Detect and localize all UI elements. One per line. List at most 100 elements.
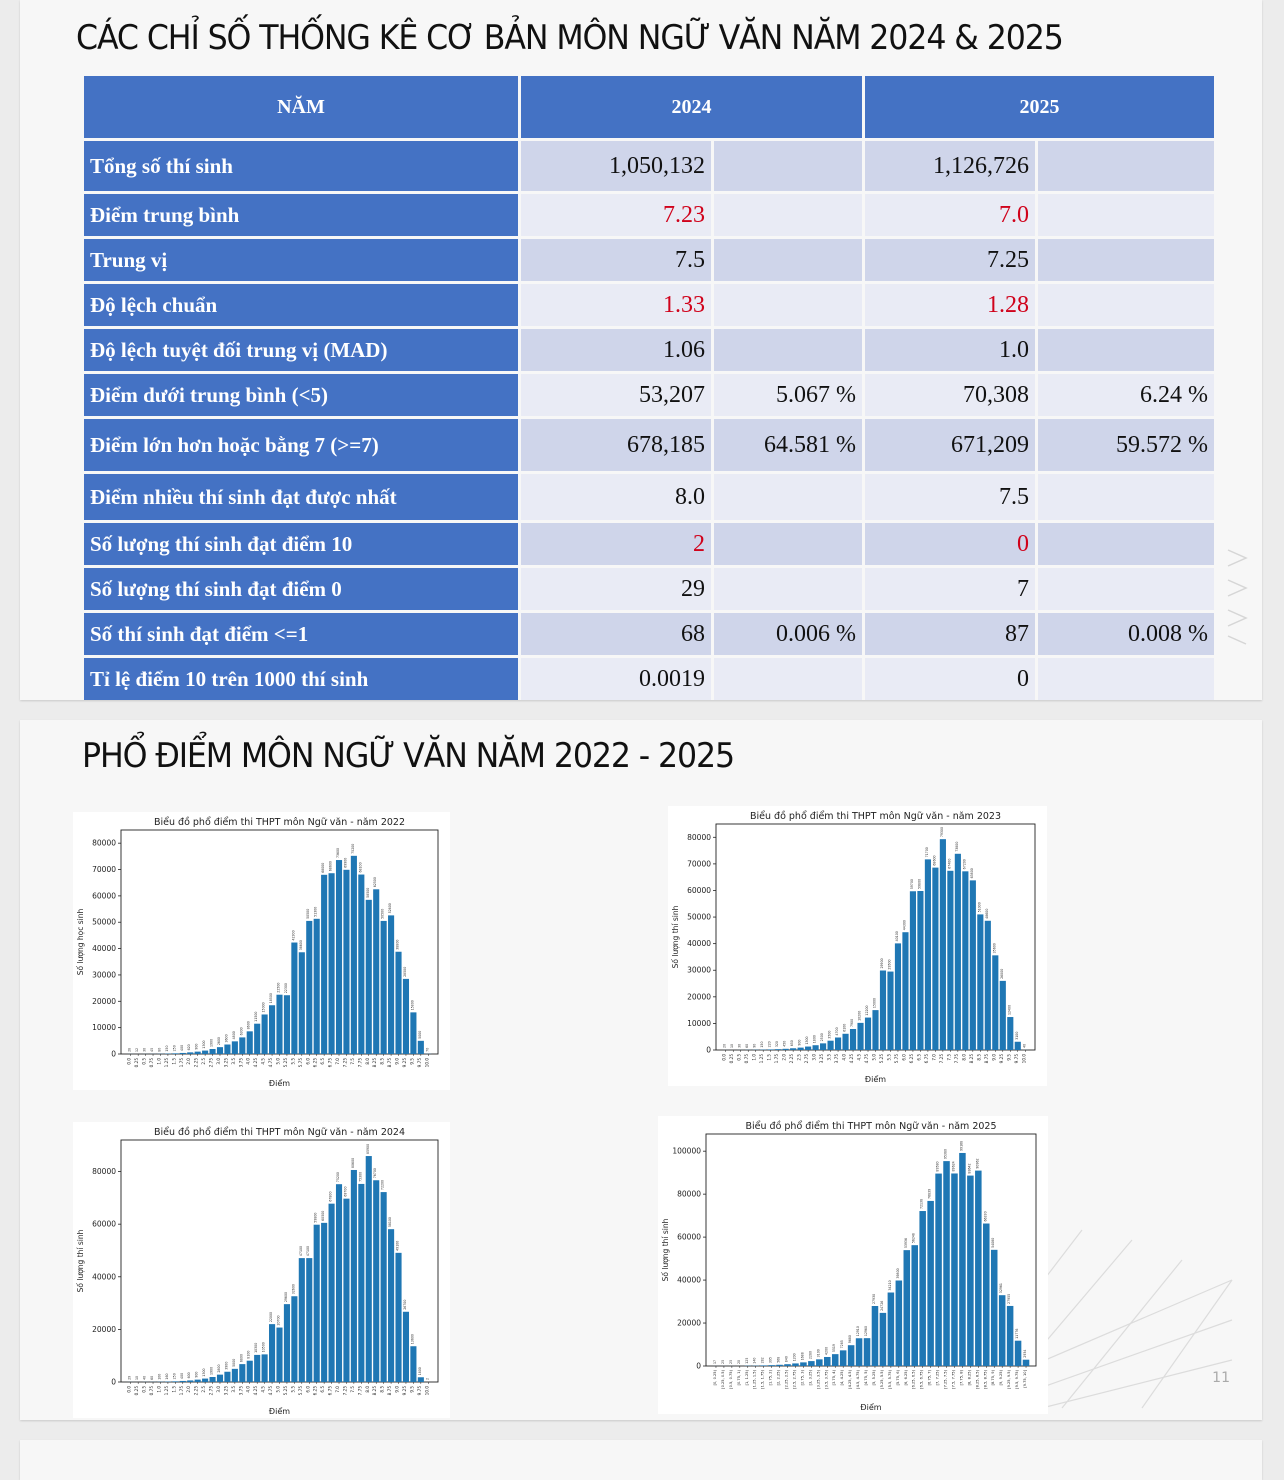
bar bbox=[842, 1034, 848, 1050]
x-tick-label: 3.5 bbox=[827, 1054, 832, 1061]
bar-value-label: 79300 bbox=[940, 827, 944, 837]
bar-value-label: 27955 bbox=[1007, 1294, 1011, 1304]
bar bbox=[224, 1372, 230, 1382]
bar bbox=[373, 889, 379, 1054]
bar-value-label: 59800 bbox=[314, 1213, 318, 1223]
bar-value-label: 1800 bbox=[813, 1035, 817, 1043]
bar bbox=[919, 1211, 926, 1366]
bar bbox=[284, 995, 290, 1054]
bar-value-label: 66330 bbox=[983, 1211, 987, 1221]
bar-value-label: 72138 bbox=[920, 1199, 924, 1209]
bar-value-label: 22000 bbox=[269, 1312, 273, 1322]
percent-2025 bbox=[1038, 523, 1214, 565]
x-tick-label: 8.5 bbox=[380, 1386, 385, 1393]
percent-2024: 5.067 % bbox=[714, 374, 862, 416]
bar bbox=[1015, 1341, 1022, 1366]
bar-value-label: 4200 bbox=[824, 1347, 828, 1355]
bar-value-label: 40100 bbox=[895, 931, 899, 941]
x-tick-label: [7, 7.25) bbox=[936, 1369, 940, 1385]
x-tick-label: 8.75 bbox=[387, 1386, 392, 1396]
slide-next bbox=[20, 1440, 1262, 1480]
y-axis-label: Số lượng thí sinh bbox=[76, 1229, 85, 1292]
bar bbox=[180, 1381, 186, 1382]
bar-value-label: 9680 bbox=[848, 1335, 852, 1343]
x-tick-label: [2, 2.25) bbox=[777, 1369, 781, 1385]
bar-value-label: 89580 bbox=[936, 1161, 940, 1171]
x-tick-label: 6.25 bbox=[313, 1386, 318, 1396]
value-2024: 68 bbox=[521, 613, 711, 655]
bar bbox=[239, 1037, 245, 1054]
bar-value-label: 30 bbox=[738, 1044, 742, 1048]
bar-value-label: 8100 bbox=[247, 1351, 251, 1359]
value-2025: 1,126,726 bbox=[865, 141, 1035, 191]
x-tick-label: 5.0 bbox=[872, 1054, 877, 1061]
bar-value-label: 27930 bbox=[872, 1294, 876, 1304]
bar-value-label: 400 bbox=[180, 1045, 184, 1051]
bar bbox=[911, 1245, 918, 1366]
x-tick-label: 2.75 bbox=[804, 1054, 809, 1064]
x-tick-label: 10.0 bbox=[424, 1386, 429, 1396]
x-tick-label: 3.25 bbox=[819, 1054, 824, 1064]
bar bbox=[790, 1048, 796, 1050]
bar-value-label: 5000 bbox=[418, 1031, 422, 1039]
x-tick-label: [4.5, 4.75) bbox=[856, 1369, 860, 1388]
slide-title: CÁC CHỈ SỐ THỐNG KÊ CƠ BẢN MÔN NGỮ VĂN N… bbox=[76, 18, 1063, 58]
x-tick-label: [6, 6.25) bbox=[904, 1369, 908, 1385]
bar bbox=[800, 1362, 807, 1366]
bar-value-label: 8600 bbox=[247, 1021, 251, 1029]
value-2025: 7.25 bbox=[865, 239, 1035, 281]
row-label: Tổng số thí sinh bbox=[84, 141, 518, 191]
x-tick-label: 7.75 bbox=[954, 1054, 959, 1064]
bar bbox=[857, 1023, 863, 1050]
x-tick-label: 9.0 bbox=[395, 1386, 400, 1393]
x-tick-label: [0.5, 0.75) bbox=[729, 1369, 733, 1388]
bar-value-label: 17 bbox=[713, 1360, 717, 1364]
x-tick-label: 2.75 bbox=[209, 1058, 214, 1068]
bar-value-label: 68100 bbox=[358, 862, 362, 872]
x-tick-label: 9.25 bbox=[402, 1386, 407, 1396]
x-tick-label: 6.75 bbox=[328, 1058, 333, 1068]
bar-value-label: 52600 bbox=[388, 903, 392, 913]
bar bbox=[975, 1171, 982, 1366]
bar-value-label: 60 bbox=[745, 1044, 749, 1048]
bar bbox=[1023, 1360, 1030, 1366]
x-tick-label: [5.25, 5.5) bbox=[880, 1369, 884, 1388]
bar-value-label: 22300 bbox=[284, 983, 288, 993]
bar-value-label: 47100 bbox=[299, 1246, 303, 1256]
x-tick-label: 4.75 bbox=[268, 1058, 273, 1068]
bar bbox=[768, 1365, 775, 1366]
x-tick-label: 0.75 bbox=[744, 1054, 749, 1064]
x-tick-label: 4.25 bbox=[253, 1058, 258, 1068]
bar bbox=[887, 972, 893, 1050]
x-axis-label: Điểm bbox=[269, 1406, 290, 1416]
chart-2025: Biểu đồ phổ điểm thi THPT môn Ngữ văn - … bbox=[658, 1116, 1048, 1414]
bar-value-label: 10500 bbox=[262, 1342, 266, 1352]
bar-value-label: 32600 bbox=[291, 1284, 295, 1294]
x-tick-label: [8.75, 9) bbox=[991, 1369, 995, 1385]
bar bbox=[254, 1024, 260, 1054]
value-2024: 29 bbox=[521, 568, 711, 610]
x-tick-label: 7.75 bbox=[357, 1386, 362, 1396]
x-tick-label: 0.25 bbox=[729, 1054, 734, 1064]
bar bbox=[247, 1031, 253, 1054]
bar-value-label: 250 bbox=[172, 1045, 176, 1051]
bar bbox=[760, 1365, 767, 1366]
x-tick-label: 4.75 bbox=[268, 1386, 273, 1396]
x-tick-label: [2.75, 3) bbox=[800, 1369, 804, 1385]
bar-value-label: 75200 bbox=[351, 844, 355, 854]
y-tick-label: 20000 bbox=[92, 1325, 116, 1334]
bar bbox=[917, 891, 923, 1050]
y-tick-label: 0 bbox=[696, 1362, 701, 1371]
x-tick-label: 1.0 bbox=[156, 1058, 161, 1065]
bar-value-label: 76839 bbox=[928, 1189, 932, 1199]
bar-value-label: 395 bbox=[769, 1357, 773, 1363]
bar bbox=[848, 1345, 855, 1366]
bar-value-label: 1300 bbox=[805, 1036, 809, 1044]
bar-value-label: 40 bbox=[143, 1376, 147, 1380]
bar bbox=[872, 1306, 879, 1366]
y-tick-label: 0 bbox=[111, 1050, 116, 1059]
bar-value-label: 220 bbox=[768, 1041, 772, 1047]
